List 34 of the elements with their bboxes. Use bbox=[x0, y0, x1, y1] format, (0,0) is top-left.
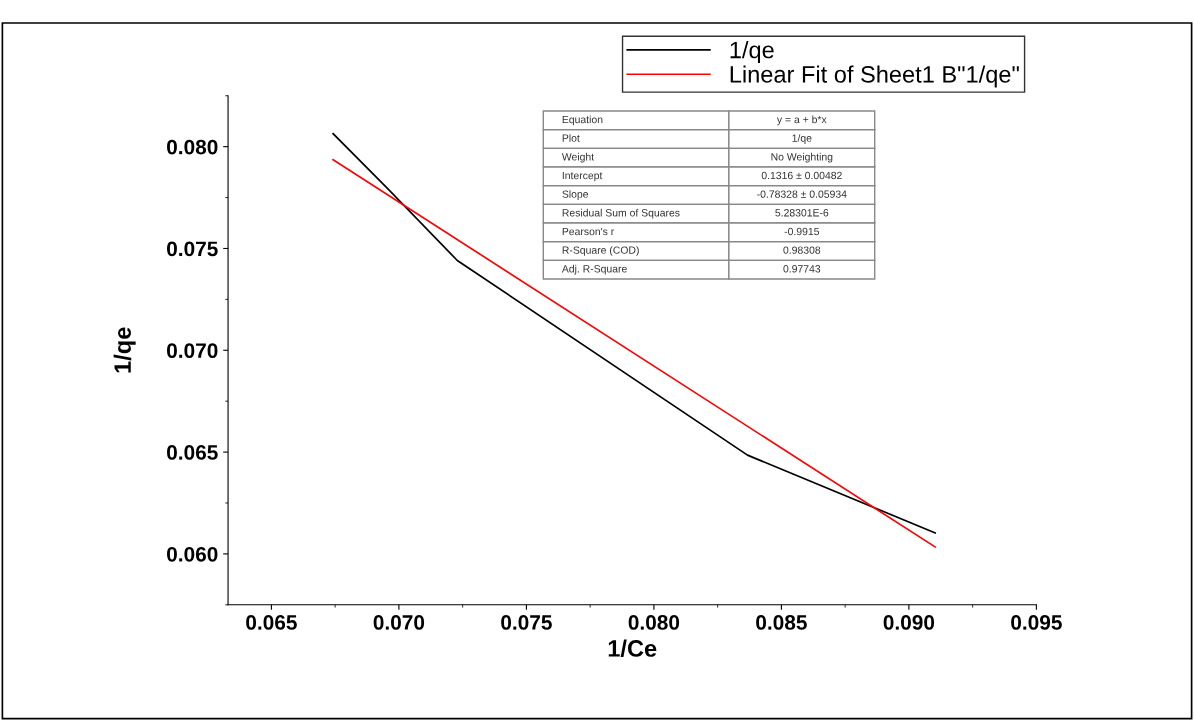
x-tick-label: 0.090 bbox=[883, 615, 935, 630]
y-tick-label: 0.075 bbox=[167, 241, 218, 257]
annotation: Residual Sum of Squares bbox=[562, 208, 680, 219]
annotation: 0.98308 bbox=[783, 246, 821, 254]
y-tick-label: 0.080 bbox=[167, 139, 218, 155]
annotation: Equation bbox=[562, 115, 603, 126]
x-axis-title: 1/Ce bbox=[608, 639, 657, 658]
annotation: y = a + b*x bbox=[776, 115, 827, 126]
legend-label: Linear Fit of Sheet1 B"1/qe" bbox=[730, 65, 1019, 88]
x-tick-label: 0.080 bbox=[628, 615, 680, 630]
annotation: -0.78328 ± 0.05934 bbox=[757, 190, 847, 198]
y-axis-title: 1/qe bbox=[113, 327, 136, 373]
y-tick-label: 0.065 bbox=[167, 445, 218, 460]
annotation: Plot bbox=[562, 134, 580, 142]
annotation: R-Square (COD) bbox=[562, 246, 639, 256]
annotation: 0.1316 ± 0.00482 bbox=[761, 171, 842, 180]
annotation: 0.97743 bbox=[783, 265, 821, 273]
legend-label: 1/qe bbox=[730, 41, 774, 64]
annotation: Pearson's r bbox=[562, 227, 615, 236]
annotation: Slope bbox=[562, 190, 589, 200]
annotation: No Weighting bbox=[771, 152, 833, 163]
x-tick-label: 0.095 bbox=[1011, 615, 1062, 630]
annotation: -0.9915 bbox=[784, 227, 820, 236]
annotation: Adj. R-Square bbox=[561, 264, 627, 275]
annotation: Intercept bbox=[562, 171, 603, 182]
annotation: Weight bbox=[561, 152, 595, 163]
x-tick-label: 0.070 bbox=[373, 615, 425, 630]
x-tick-label: 0.085 bbox=[756, 615, 807, 630]
y-tick-label: 0.060 bbox=[167, 546, 218, 562]
x-tick-label: 0.065 bbox=[246, 615, 297, 630]
annotation: 1/qe bbox=[792, 134, 812, 144]
x-tick-label: 0.075 bbox=[501, 615, 552, 630]
annotation: 5.28301E-6 bbox=[775, 209, 829, 217]
y-tick-label: 0.070 bbox=[167, 343, 218, 359]
